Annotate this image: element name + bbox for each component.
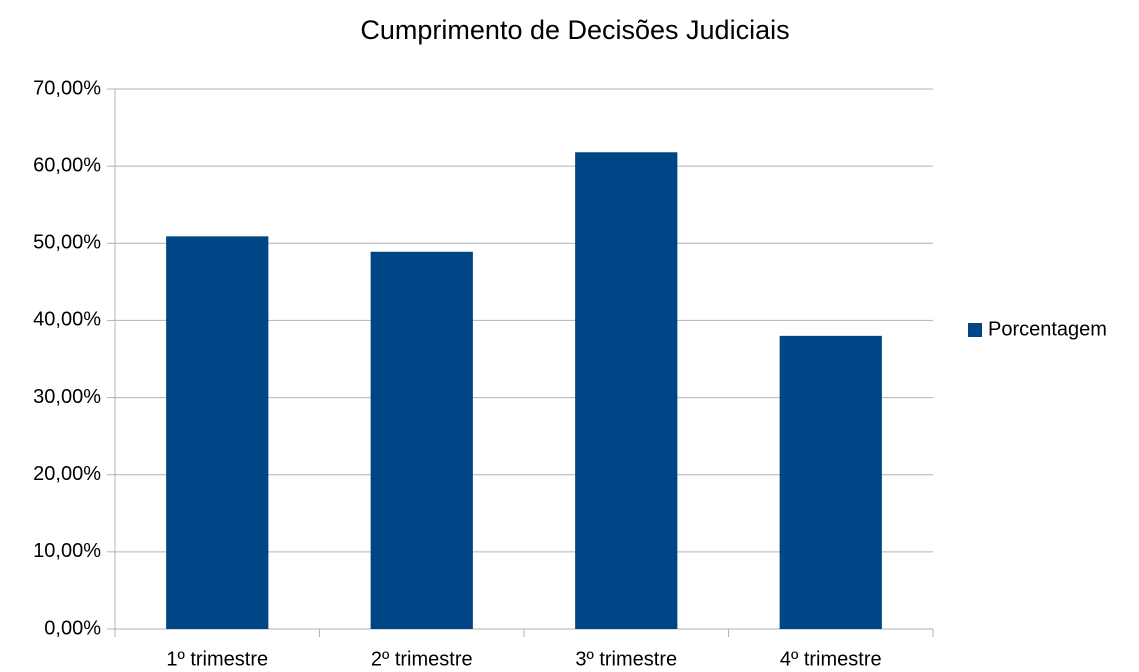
- y-tick-label: 30,00%: [33, 386, 101, 408]
- bar: [575, 152, 678, 629]
- x-tick-label: 3º trimestre: [575, 648, 677, 670]
- y-tick-label: 20,00%: [33, 463, 101, 485]
- y-tick-label: 50,00%: [33, 232, 101, 254]
- y-tick-label: 40,00%: [33, 309, 101, 331]
- y-tick-label: 0,00%: [44, 617, 101, 639]
- x-tick-label: 4º trimestre: [780, 648, 882, 670]
- y-tick-label: 10,00%: [33, 540, 101, 562]
- bar: [166, 236, 269, 630]
- x-tick-label: 2º trimestre: [371, 648, 473, 670]
- y-tick-label: 70,00%: [33, 77, 101, 99]
- bar: [779, 335, 882, 629]
- bar: [370, 251, 473, 629]
- x-tick-label: 1º trimestre: [166, 648, 268, 670]
- legend-label: Porcentagem: [988, 318, 1107, 340]
- y-tick-label: 60,00%: [33, 154, 101, 176]
- chart-title: Cumprimento de Decisões Judiciais: [360, 15, 789, 45]
- legend-swatch: [968, 323, 982, 337]
